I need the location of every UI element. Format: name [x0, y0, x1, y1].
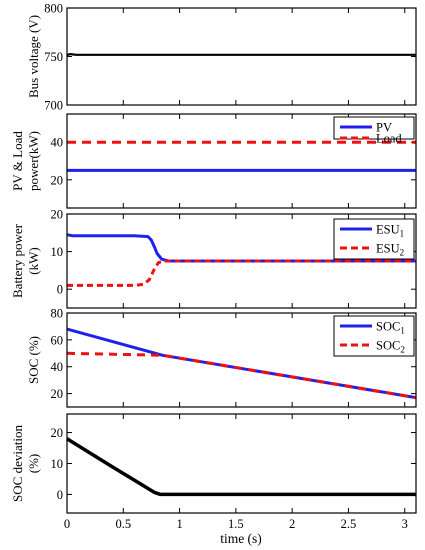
- legend-label-subscript: 2: [400, 248, 405, 258]
- panel-3: 0 10 20 Battery power (kW) ESU1 ESU2: [10, 208, 417, 309]
- y-tick-label: 80: [51, 307, 64, 321]
- y-tick-label: 800: [44, 2, 63, 16]
- legend: SOC1 SOC2: [333, 315, 415, 357]
- y-axis-label: SOC (%): [26, 336, 41, 384]
- legend-box: [333, 315, 415, 357]
- y-tick-label: 10: [51, 457, 64, 471]
- y-tick-label: 40: [51, 360, 64, 374]
- series-line-2: [66, 351, 417, 400]
- legend-label: SOC1: [376, 320, 405, 336]
- y-axis-label: (kW): [26, 247, 41, 274]
- x-tick-label: 0: [64, 517, 70, 531]
- y-tick-label: 20: [51, 208, 64, 222]
- x-tick-label: 2: [289, 517, 295, 531]
- y-tick-label: 0: [57, 488, 63, 502]
- legend: ESU1 ESU2: [333, 218, 415, 260]
- plot-frame: [66, 113, 417, 209]
- y-axis-label: SOC deviation: [10, 425, 25, 502]
- y-tick-label: 750: [44, 50, 63, 64]
- plot-frame: [66, 312, 417, 408]
- legend-label-subscript: 1: [400, 326, 405, 336]
- legend-box: [333, 116, 415, 140]
- legend-label: PV: [376, 121, 392, 135]
- legend-label: Load: [376, 132, 402, 146]
- x-axis-label: time (s): [220, 531, 262, 546]
- plot-frame: [66, 7, 417, 106]
- y-axis-label: power(kW): [26, 131, 41, 191]
- y-tick-label: 20: [51, 387, 64, 401]
- legend-label: SOC2: [376, 339, 405, 355]
- series-line-2: [67, 259, 416, 287]
- y-tick-label: 10: [51, 245, 64, 259]
- x-tick-label: 3: [402, 517, 408, 531]
- legend-label-subscript: 1: [400, 229, 405, 239]
- legend-label-subscript: 2: [400, 345, 405, 355]
- x-tick-label: 2.5: [341, 517, 357, 531]
- y-axis-label: PV & Load: [10, 131, 25, 191]
- y-axis-label: Battery power: [10, 223, 25, 298]
- y-tick-label: 20: [51, 426, 64, 440]
- x-tick-label: 1: [176, 517, 182, 531]
- legend-box: [333, 218, 415, 260]
- y-tick-label: 700: [44, 99, 63, 113]
- panel-4: 20 40 60 80 SOC (%) SOC1 SOC2: [26, 307, 417, 408]
- legend-label: ESU2: [376, 242, 404, 258]
- y-axis-label: Bus voltage (V): [26, 15, 41, 98]
- x-tick-label: 1.5: [228, 517, 244, 531]
- y-axis-label: (%): [26, 454, 41, 474]
- y-tick-label: 60: [51, 333, 64, 347]
- series-line-1: [66, 437, 416, 497]
- plot-frame: [66, 413, 417, 514]
- y-tick-label: 20: [51, 173, 64, 187]
- panel-5: 0 10 20 SOC deviation (%) 0 0.5 1 1.5 2 2.5 3: [10, 413, 417, 531]
- series-line-1: [66, 53, 416, 57]
- x-tick-label: 0.5: [115, 517, 131, 531]
- y-tick-label: 0: [57, 283, 63, 297]
- y-tick-label: 40: [51, 136, 64, 150]
- plot-frame: [66, 213, 417, 309]
- legend-label: ESU1: [376, 223, 404, 239]
